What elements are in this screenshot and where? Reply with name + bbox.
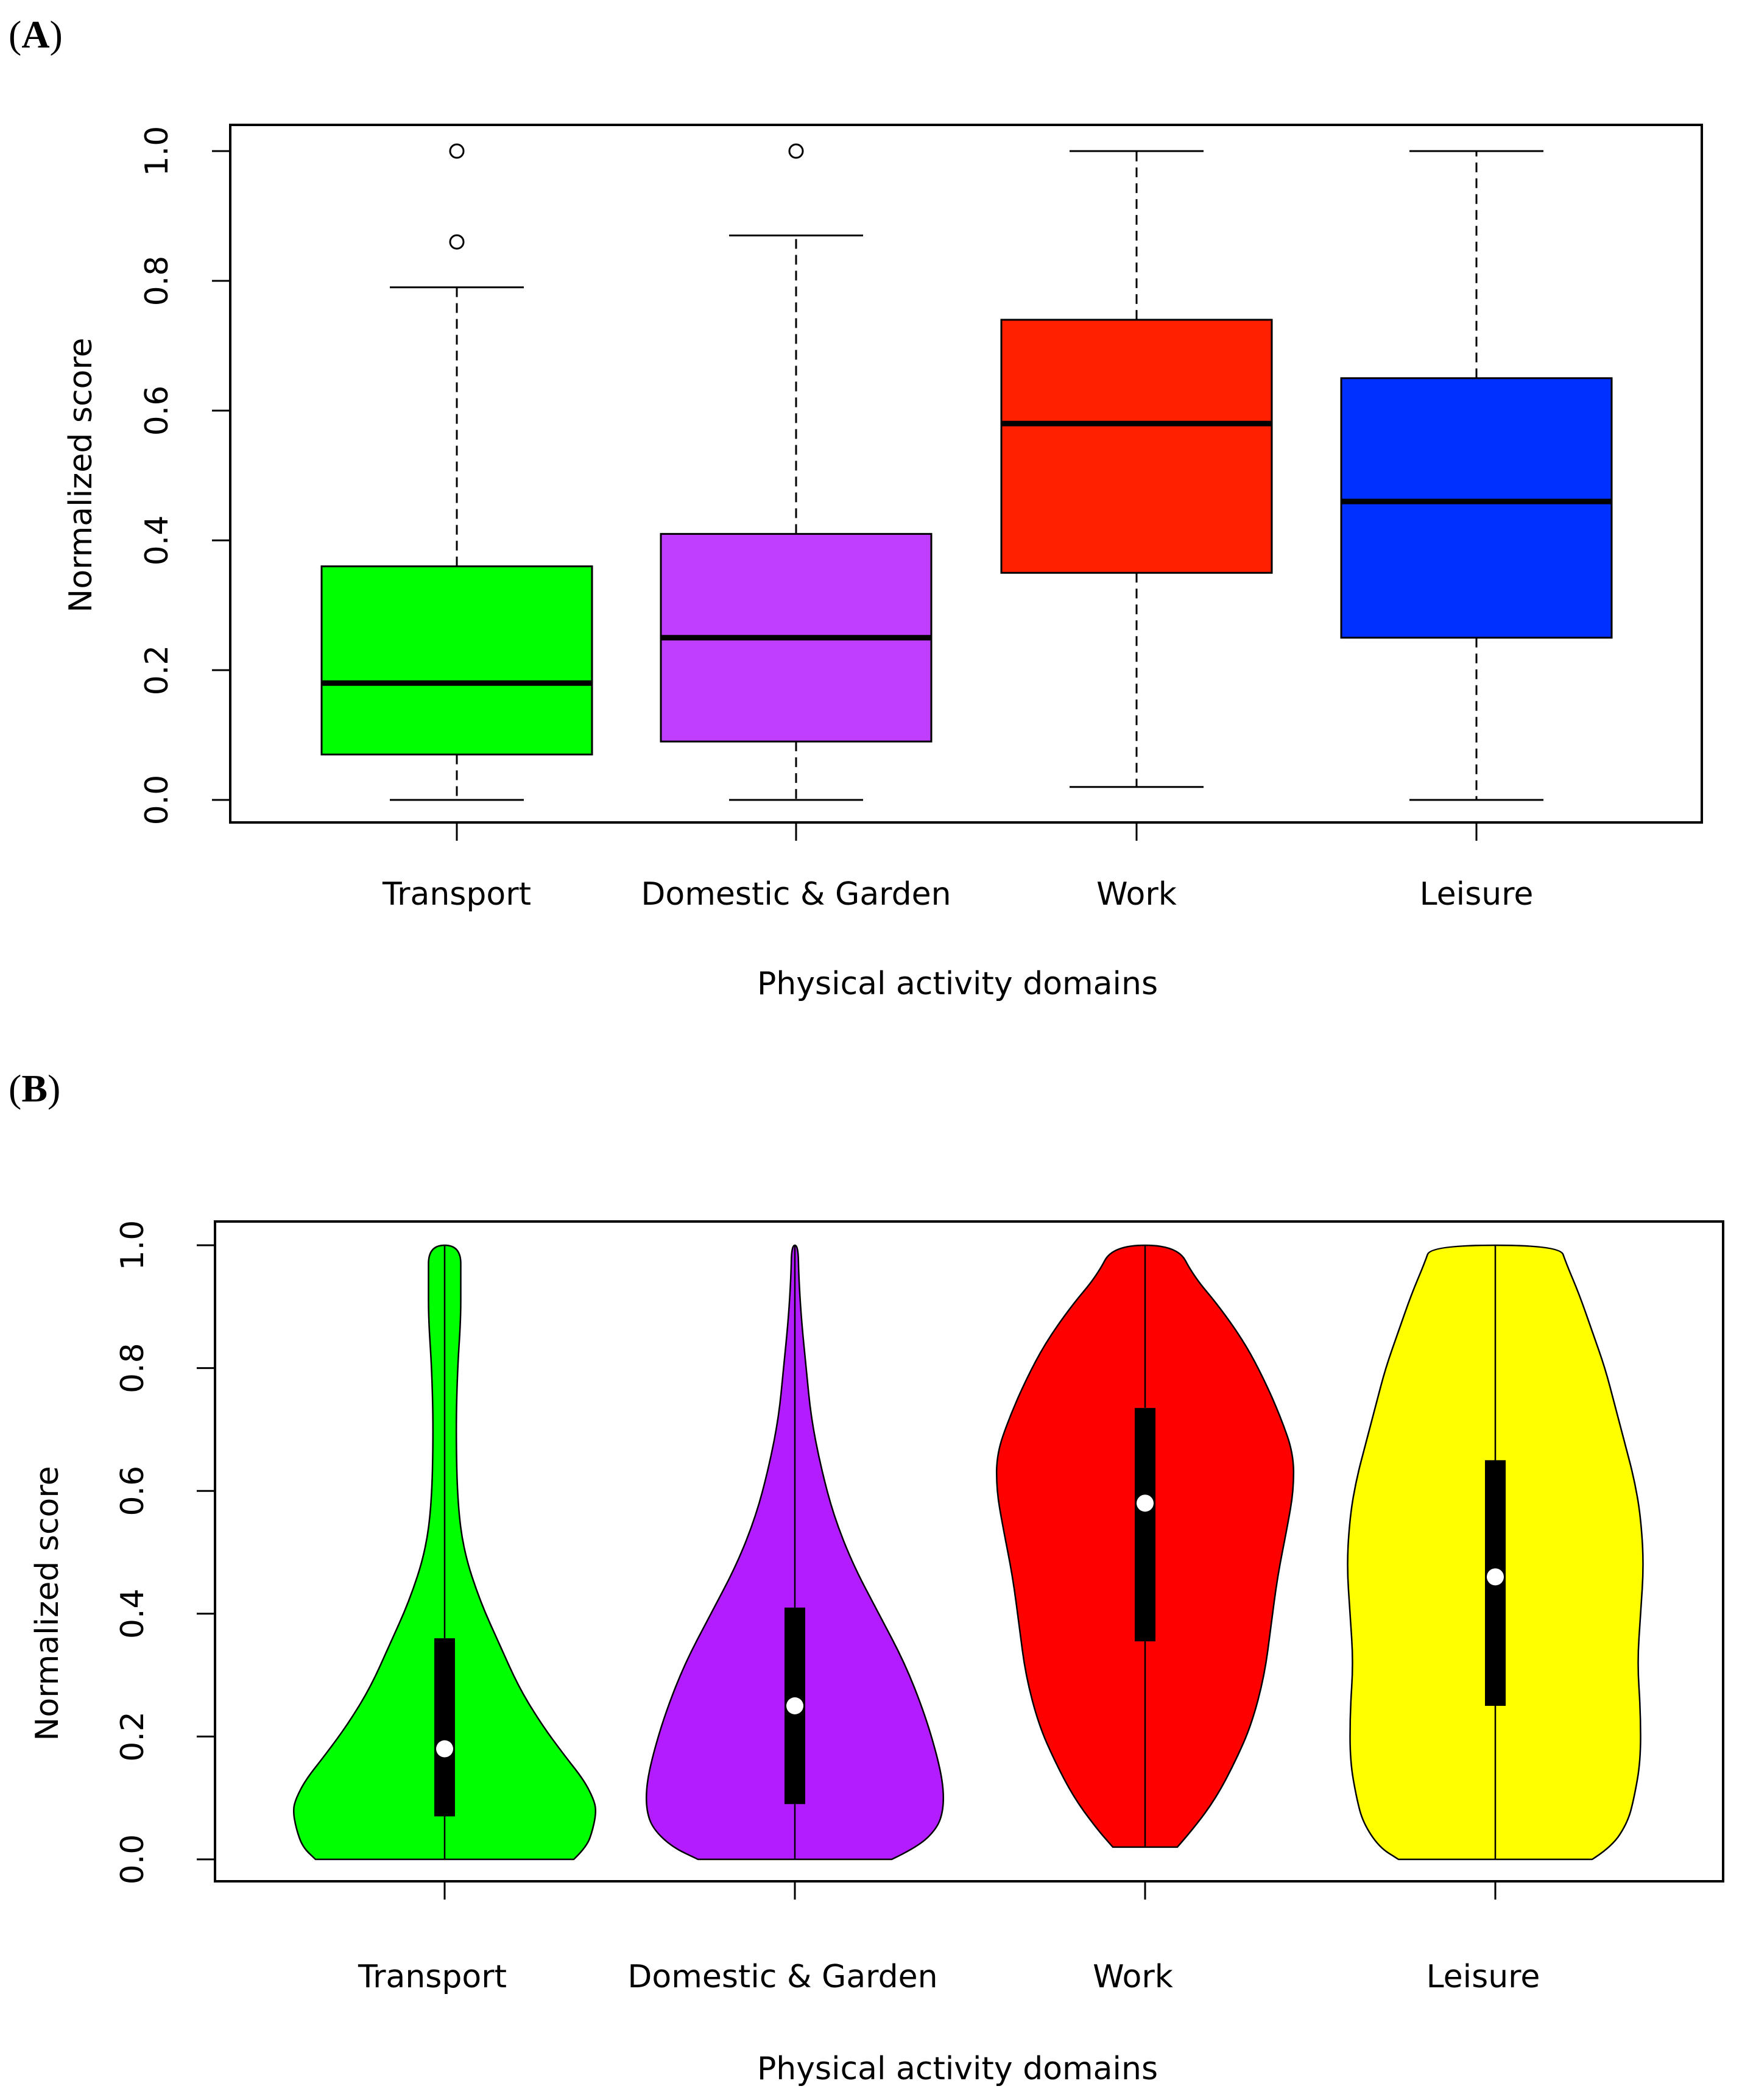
x-axis-title-a: Physical activity domains [757,966,1158,1002]
y-tick-label-a: 0.6 [139,386,175,436]
outlier-point-domestic-garden [788,143,804,159]
y-tick-label-b: 0.6 [115,1466,151,1516]
violin-plot-panel: 0.0 0.2 0.4 0.6 0.8 1.0 Transport Domestic & G… [29,1220,1724,2087]
y-tick-label-a: 0.8 [139,256,175,306]
box-leisure [1340,377,1613,639]
x-tick-label-leisure: Leisure [1420,876,1534,913]
box-transport [320,565,593,755]
median-point-transport [436,1740,453,1758]
box-plot-panel: 0.0 0.2 0.4 0.6 0.8 1.0 Transport Domestic & G… [63,124,1703,1002]
median-point-work [1137,1494,1154,1512]
x-tick-label-domestic-garden: Domestic & Garden [627,1959,937,1995]
y-tick-label-a: 1.0 [139,126,175,177]
x-tick-label-domestic-garden: Domestic & Garden [641,876,951,913]
y-axis-title-a: Normalized score [63,338,99,612]
x-axis-a: Transport Domestic & Garden Work Leisure [382,822,1533,913]
y-tick-label-a: 0.2 [139,645,175,696]
median-point-domestic-garden [786,1697,803,1714]
box-marks [320,143,1613,801]
x-tick-label-work: Work [1096,876,1177,913]
box-work [1000,319,1273,574]
violin-marks [292,1244,1644,1861]
panel-b-label: (B) [9,1067,61,1110]
y-axis-b: 0.0 0.2 0.4 0.6 0.8 1.0 [115,1220,216,1885]
x-axis-title-b: Physical activity domains [757,2051,1158,2087]
y-tick-label-b: 0.2 [115,1711,151,1762]
outlier-point-transport [449,143,465,159]
iqr-bar-transport [434,1638,455,1817]
y-tick-label-a: 0.0 [139,775,175,826]
iqr-bar-work [1135,1408,1155,1642]
panel-a-label: (A) [9,13,63,56]
y-tick-label-b: 0.8 [115,1343,151,1393]
x-tick-label-leisure: Leisure [1426,1959,1540,1995]
x-tick-label-transport: Transport [358,1959,507,1995]
y-tick-label-b: 0.0 [115,1834,151,1885]
x-axis-b: Transport Domestic & Garden Work Leisure [358,1881,1540,1995]
x-tick-label-work: Work [1093,1959,1173,1995]
median-point-leisure [1487,1568,1504,1586]
y-tick-label-b: 1.0 [115,1220,151,1271]
outlier-point-transport [449,234,465,250]
y-tick-label-a: 0.4 [139,515,175,566]
y-tick-label-b: 0.4 [115,1588,151,1639]
x-tick-label-transport: Transport [382,876,531,913]
y-axis-title-b: Normalized score [29,1466,66,1741]
y-axis-a: 0.0 0.2 0.4 0.6 0.8 1.0 [139,126,231,826]
